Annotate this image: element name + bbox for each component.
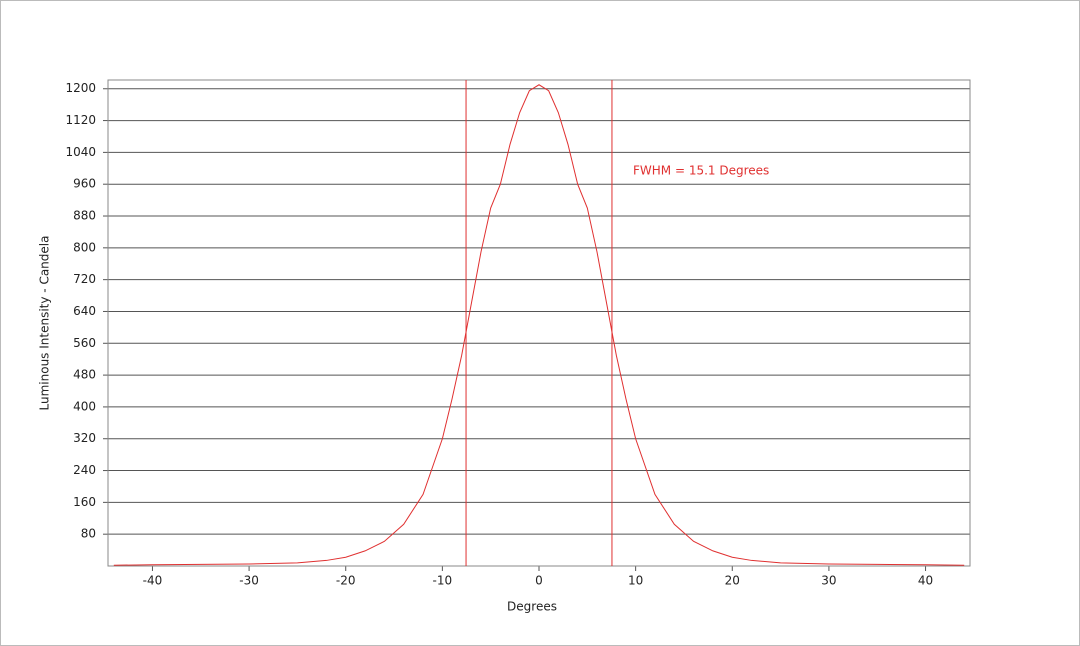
y-tick-label: 640 bbox=[73, 304, 96, 318]
x-tick-label: -40 bbox=[143, 574, 163, 588]
y-tick-label: 960 bbox=[73, 177, 96, 191]
x-axis-label: Degrees bbox=[507, 600, 557, 614]
y-tick-label: 320 bbox=[73, 431, 96, 445]
x-tick-label: 20 bbox=[725, 574, 740, 588]
x-tick-label: 0 bbox=[535, 574, 543, 588]
y-tick-label: 480 bbox=[73, 368, 96, 382]
x-tick-label: -10 bbox=[433, 574, 453, 588]
y-tick-label: 560 bbox=[73, 336, 96, 350]
x-tick-label: 40 bbox=[918, 574, 933, 588]
y-tick-label: 720 bbox=[73, 272, 96, 286]
data-line bbox=[113, 84, 965, 566]
y-tick-label: 1200 bbox=[65, 81, 96, 95]
x-tick-label: 10 bbox=[628, 574, 643, 588]
y-tick-label: 240 bbox=[73, 463, 96, 477]
y-axis-label: Luminous Intensity - Candela bbox=[38, 236, 52, 411]
y-tick-label: 160 bbox=[73, 495, 96, 509]
x-tick-label: 30 bbox=[821, 574, 836, 588]
y-tick-label: 400 bbox=[73, 399, 96, 413]
y-tick-label: 880 bbox=[73, 209, 96, 223]
annotation: FWHM = 15.1 Degrees bbox=[633, 164, 769, 178]
y-tick-label: 1120 bbox=[65, 113, 96, 127]
x-tick-label: -30 bbox=[239, 574, 259, 588]
y-tick-label: 800 bbox=[73, 240, 96, 254]
y-tick-label: 1040 bbox=[65, 145, 96, 159]
x-tick-label: -20 bbox=[336, 574, 356, 588]
plot-frame bbox=[107, 79, 971, 567]
y-tick-label: 80 bbox=[81, 527, 96, 541]
